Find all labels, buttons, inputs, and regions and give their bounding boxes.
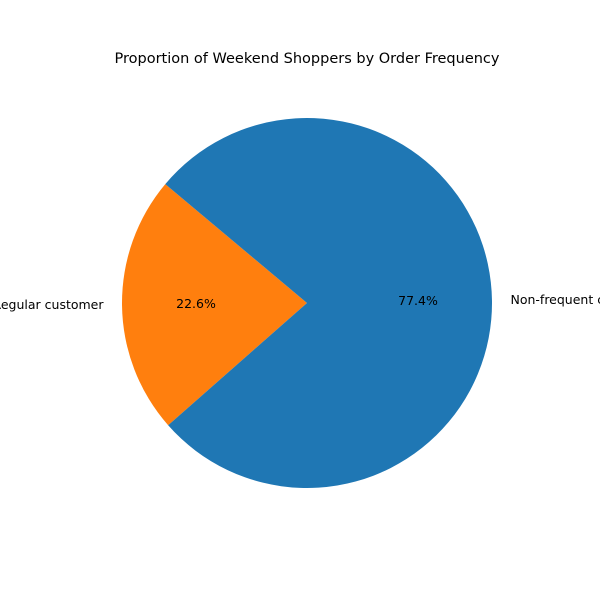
slice-percent-label-2: 77.4%	[398, 293, 438, 308]
chart-title: Proportion of Weekend Shoppers by Order …	[115, 51, 500, 67]
pie-slice-1	[121, 184, 307, 426]
slice-category-label-2: Non-frequent customer	[510, 292, 600, 307]
pie-slices-layer	[121, 118, 492, 488]
slice-percent-label-1: 22.6%	[176, 296, 216, 311]
pie-labels-layer: Regular customer 22.6% Non-frequent custom…	[0, 292, 600, 312]
slice-category-label-1: Regular customer	[0, 297, 104, 312]
pie-slice-2	[165, 118, 492, 488]
